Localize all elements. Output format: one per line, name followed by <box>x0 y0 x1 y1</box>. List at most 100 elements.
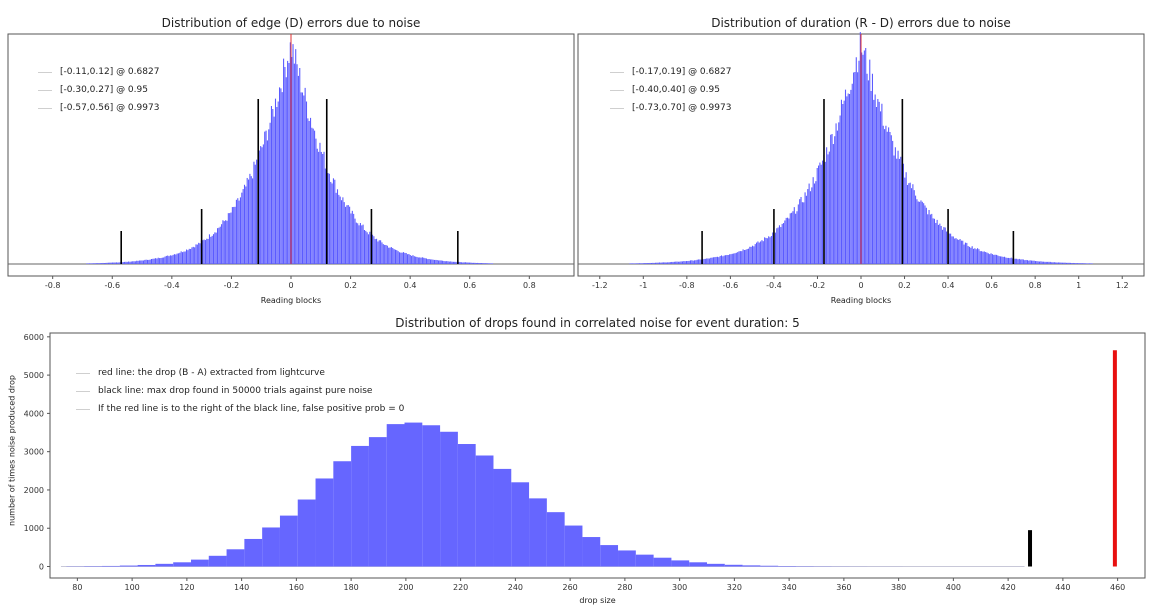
x-tick-label: 0.2 <box>898 281 911 290</box>
x-tick-label: 440 <box>1055 583 1070 592</box>
histogram-bar <box>351 445 369 567</box>
legend-swatch <box>610 71 624 73</box>
y-tick-label: 3000 <box>24 448 44 457</box>
x-tick-label: 240 <box>508 583 523 592</box>
x-tick-label: 320 <box>727 583 742 592</box>
histogram-bar <box>440 431 458 567</box>
legend-swatch <box>76 372 90 374</box>
legend-swatch <box>38 107 52 109</box>
chart1-title: Distribution of edge (D) errors due to n… <box>161 16 421 30</box>
histogram-bar <box>226 549 245 567</box>
chart3-title: Distribution of drops found in correlate… <box>395 316 800 330</box>
x-tick-label: 420 <box>1000 583 1015 592</box>
x-tick-label: 400 <box>946 583 961 592</box>
legend-swatch <box>610 89 624 91</box>
legend-entry: [-0.17,0.19] @ 0.6827 <box>610 63 731 81</box>
histogram-bar <box>546 512 565 567</box>
histogram-bar <box>671 560 690 567</box>
chart3-xlabel: drop size <box>579 596 616 605</box>
legend-entry: [-0.73,0.70] @ 0.9973 <box>610 99 731 117</box>
chart2-xlabel: Reading blocks <box>830 296 892 305</box>
histogram-bar <box>689 562 707 567</box>
x-tick-label: 380 <box>891 583 906 592</box>
x-tick-label: 180 <box>343 583 358 592</box>
histogram-bar <box>208 555 227 567</box>
histogram-bar <box>724 564 743 567</box>
x-tick-label: 0.8 <box>1029 281 1042 290</box>
histogram-bar <box>173 562 191 567</box>
histogram-bar <box>315 478 334 567</box>
x-tick-label: 1.2 <box>1116 281 1129 290</box>
legend-label: [-0.57,0.56] @ 0.9973 <box>60 103 160 113</box>
x-tick-label: 0.2 <box>344 281 357 290</box>
chart2-title: Distribution of duration (R - D) errors … <box>711 16 1011 30</box>
x-tick-label: -1 <box>639 281 647 290</box>
x-tick-label: -1.2 <box>592 281 608 290</box>
y-tick-label: 6000 <box>24 333 44 342</box>
legend-entry: black line: max drop found in 50000 tria… <box>76 382 404 400</box>
x-tick-label: -0.2 <box>224 281 240 290</box>
histogram-bar <box>760 565 779 567</box>
legend-label: [-0.30,0.27] @ 0.95 <box>60 85 148 95</box>
x-tick-label: 0.6 <box>985 281 998 290</box>
legend-entry: [-0.40,0.40] @ 0.95 <box>610 81 731 99</box>
x-tick-label: -0.4 <box>766 281 782 290</box>
x-tick-label: -0.4 <box>164 281 180 290</box>
chart1-xlabel: Reading blocks <box>260 296 322 305</box>
chart1-legend: [-0.11,0.12] @ 0.6827 [-0.30,0.27] @ 0.9… <box>38 63 159 117</box>
histogram-bar <box>582 537 601 567</box>
histogram-bar <box>262 527 280 567</box>
x-tick-label: 140 <box>234 583 249 592</box>
legend-swatch <box>76 390 90 392</box>
histogram-bar <box>404 422 423 567</box>
x-tick-label: -0.6 <box>723 281 739 290</box>
legend-entry: [-0.11,0.12] @ 0.6827 <box>38 63 159 81</box>
x-tick-label: -0.2 <box>810 281 826 290</box>
x-tick-label: 200 <box>398 583 413 592</box>
histogram-bar <box>618 550 636 567</box>
x-tick-label: -0.8 <box>679 281 695 290</box>
y-tick-label: 0 <box>39 563 44 572</box>
x-tick-label: -0.6 <box>104 281 120 290</box>
x-tick-label: 0 <box>288 281 293 290</box>
x-tick-label: 220 <box>453 583 468 592</box>
histogram-bar <box>368 437 387 567</box>
histogram-bar <box>511 482 530 567</box>
histogram-bar <box>600 545 619 567</box>
legend-swatch <box>38 71 52 73</box>
legend-swatch <box>76 408 90 410</box>
histogram-bar <box>707 563 725 567</box>
histogram-bar <box>529 498 547 567</box>
x-tick-label: -0.8 <box>45 281 61 290</box>
y-tick-label: 5000 <box>24 371 44 380</box>
histogram-bar <box>635 554 654 567</box>
x-tick-label: 260 <box>562 583 577 592</box>
histogram-bar <box>742 565 761 567</box>
histogram-bar <box>457 444 476 567</box>
legend-label: [-0.17,0.19] @ 0.6827 <box>632 67 732 77</box>
x-tick-label: 0.4 <box>942 281 955 290</box>
legend-label: red line: the drop (B - A) extracted fro… <box>98 368 325 378</box>
histogram-bar <box>564 525 583 567</box>
x-tick-label: 0 <box>858 281 863 290</box>
x-tick-label: 360 <box>836 583 851 592</box>
x-tick-label: 80 <box>72 583 82 592</box>
histogram-bar <box>475 455 494 567</box>
histogram-bar <box>297 499 316 567</box>
plot-frame <box>49 332 1146 579</box>
histogram-bar <box>119 565 138 567</box>
histogram-bar <box>155 563 174 567</box>
x-tick-label: 0.6 <box>463 281 476 290</box>
x-tick-label: 1 <box>1076 281 1081 290</box>
legend-label: [-0.11,0.12] @ 0.6827 <box>60 67 160 77</box>
x-tick-label: 100 <box>124 583 139 592</box>
x-tick-label: 0.8 <box>523 281 536 290</box>
x-tick-label: 120 <box>179 583 194 592</box>
histogram-bar <box>279 515 298 567</box>
legend-entry: If the red line is to the right of the b… <box>76 400 404 418</box>
histogram-bar <box>422 425 441 567</box>
legend-swatch <box>38 89 52 91</box>
legend-label: If the red line is to the right of the b… <box>98 404 405 414</box>
x-tick-label: 340 <box>781 583 796 592</box>
